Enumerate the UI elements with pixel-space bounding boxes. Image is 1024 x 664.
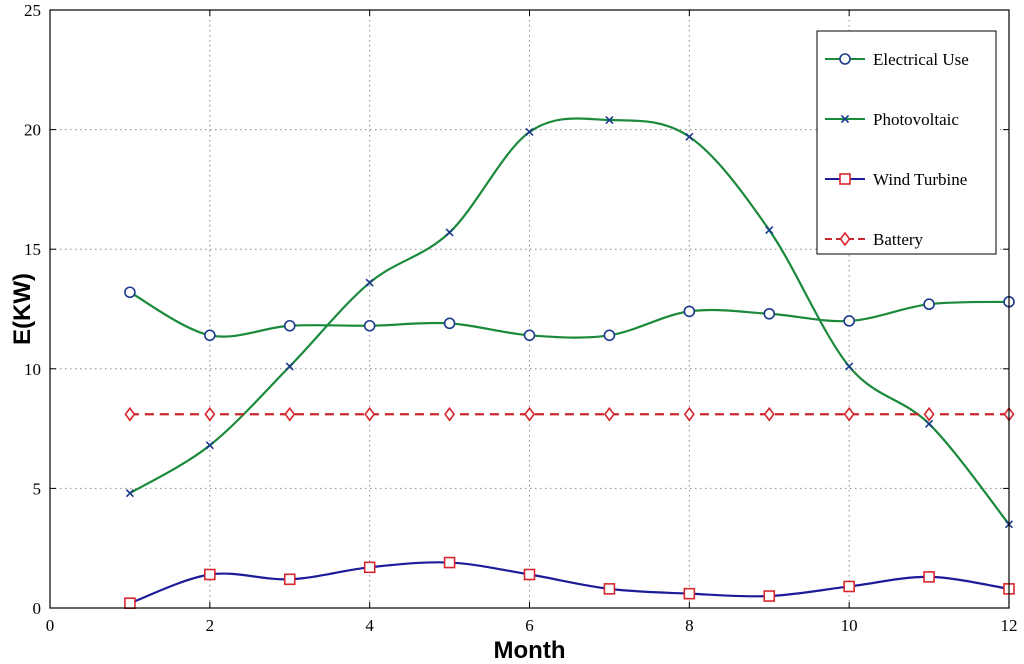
x-stroke-b: [445, 228, 454, 237]
x-stroke-b: [365, 278, 374, 287]
x-stroke-b: [685, 132, 694, 141]
data-point-battery: [683, 406, 695, 422]
x-stroke-b: [840, 114, 850, 124]
data-point-battery: [124, 406, 136, 422]
x-tick-label: 12: [1001, 616, 1018, 635]
x-tick-label: 6: [525, 616, 534, 635]
series-line-electrical-use: [129, 291, 1010, 339]
legend-label-battery: Battery: [873, 230, 924, 249]
data-point-photovoltaic: [605, 115, 614, 125]
y-tick-label: 5: [33, 479, 42, 498]
x-tick-label: 10: [841, 616, 858, 635]
data-point-photovoltaic: [205, 441, 214, 450]
data-point-wind-turbine: [683, 587, 696, 600]
data-point-wind-turbine: [204, 568, 216, 581]
data-point-electrical-use: [763, 307, 776, 320]
data-point-electrical-use: [523, 329, 536, 342]
series-layer: [124, 115, 1015, 610]
data-point-electrical-use: [683, 305, 696, 318]
data-point-electrical-use: [603, 329, 616, 342]
series-battery: [124, 406, 1015, 422]
data-point-battery: [923, 406, 935, 422]
legend-entry-photovoltaic: Photovoltaic: [825, 110, 959, 129]
data-point-battery: [524, 406, 535, 422]
data-point-battery: [444, 406, 456, 422]
legend-marker-battery: [839, 231, 851, 247]
y-tick-label: 10: [24, 360, 41, 379]
series-electrical-use: [124, 286, 1015, 342]
data-point-electrical-use: [363, 319, 376, 332]
x-tick-label: 0: [46, 616, 55, 635]
data-point-wind-turbine: [283, 573, 296, 586]
data-point-photovoltaic: [845, 362, 854, 371]
data-point-battery: [603, 406, 615, 422]
data-point-photovoltaic: [685, 132, 694, 141]
x-axis-title: Month: [494, 637, 566, 664]
x-stroke-b: [845, 362, 854, 371]
data-point-battery: [364, 406, 376, 422]
legend-marker-wind-turbine: [839, 173, 851, 185]
data-point-battery: [284, 406, 296, 422]
data-point-battery: [204, 406, 216, 422]
x-stroke-b: [765, 225, 774, 235]
data-point-electrical-use: [204, 329, 216, 342]
x-stroke-b: [125, 489, 134, 498]
data-point-wind-turbine: [363, 561, 376, 574]
data-point-wind-turbine: [124, 597, 136, 610]
y-tick-label: 25: [24, 1, 41, 20]
legend-marker-electrical-use: [839, 53, 851, 65]
data-point-photovoltaic: [765, 225, 774, 235]
legend-label-wind-turbine: Wind Turbine: [873, 170, 967, 189]
data-point-battery: [763, 406, 775, 422]
y-axis-title: E(KW): [9, 273, 36, 345]
legend-entry-electrical-use: Electrical Use: [825, 50, 969, 69]
legend-entry-battery: Battery: [825, 230, 924, 249]
x-tick-label: 8: [685, 616, 694, 635]
data-point-wind-turbine: [603, 583, 616, 595]
data-point-photovoltaic: [445, 228, 454, 237]
x-stroke-b: [205, 441, 214, 450]
legend-box: [816, 30, 997, 255]
data-point-wind-turbine: [443, 556, 456, 569]
data-point-electrical-use: [923, 298, 935, 311]
data-point-electrical-use: [443, 317, 456, 330]
y-tick-label: 15: [24, 240, 41, 259]
series-wind-turbine: [124, 556, 1015, 610]
data-point-electrical-use: [843, 315, 855, 327]
y-tick-label: 20: [24, 121, 41, 140]
data-point-electrical-use: [124, 286, 136, 299]
legend-marker-photovoltaic: [840, 114, 850, 124]
data-point-photovoltaic: [925, 419, 934, 428]
x-stroke-b: [605, 115, 614, 125]
series-line-wind-turbine: [129, 561, 1010, 605]
data-point-photovoltaic: [365, 278, 374, 287]
x-stroke-b: [525, 127, 534, 137]
ticks: 0 2 4 6 8 10 12 0 5 10 15 20 25: [24, 1, 1018, 635]
data-point-wind-turbine: [923, 571, 935, 583]
data-point-photovoltaic: [525, 127, 534, 137]
x-tick-label: 4: [365, 616, 374, 635]
legend-label-photovoltaic: Photovoltaic: [873, 110, 959, 129]
data-point-photovoltaic: [285, 362, 294, 371]
legend-entry-wind-turbine: Wind Turbine: [825, 170, 967, 189]
x-stroke-b: [925, 419, 934, 428]
data-point-electrical-use: [283, 319, 296, 332]
legend: Electrical Use Photovoltaic Wind Turbine Ba…: [816, 30, 997, 255]
data-point-wind-turbine: [843, 580, 855, 593]
series-photovoltaic: [125, 115, 1014, 529]
x-stroke-b: [285, 362, 294, 371]
data-point-wind-turbine: [763, 590, 776, 602]
data-point-wind-turbine: [523, 568, 536, 581]
x-tick-label: 2: [206, 616, 215, 635]
data-point-battery: [843, 406, 855, 422]
data-point-photovoltaic: [125, 489, 134, 498]
legend-label-electrical-use: Electrical Use: [873, 50, 969, 69]
y-tick-label: 0: [33, 599, 42, 618]
